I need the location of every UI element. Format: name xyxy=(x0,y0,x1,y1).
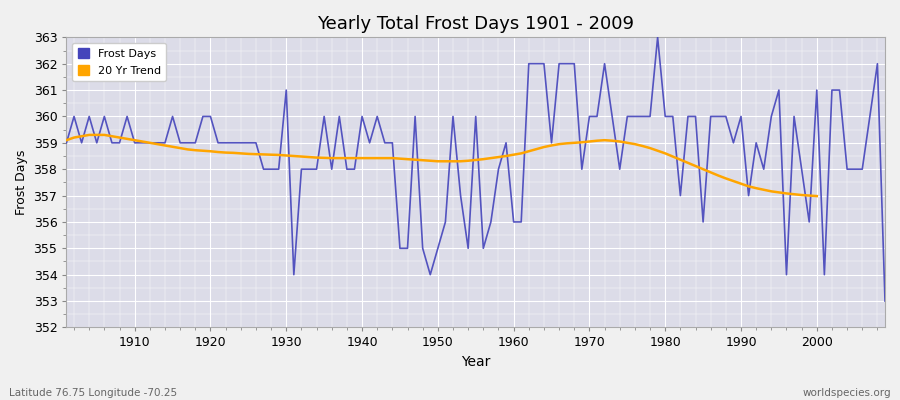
Y-axis label: Frost Days: Frost Days xyxy=(15,150,28,215)
Legend: Frost Days, 20 Yr Trend: Frost Days, 20 Yr Trend xyxy=(72,43,166,81)
Title: Yearly Total Frost Days 1901 - 2009: Yearly Total Frost Days 1901 - 2009 xyxy=(317,15,634,33)
Text: Latitude 76.75 Longitude -70.25: Latitude 76.75 Longitude -70.25 xyxy=(9,388,177,398)
Text: worldspecies.org: worldspecies.org xyxy=(803,388,891,398)
X-axis label: Year: Year xyxy=(461,355,491,369)
